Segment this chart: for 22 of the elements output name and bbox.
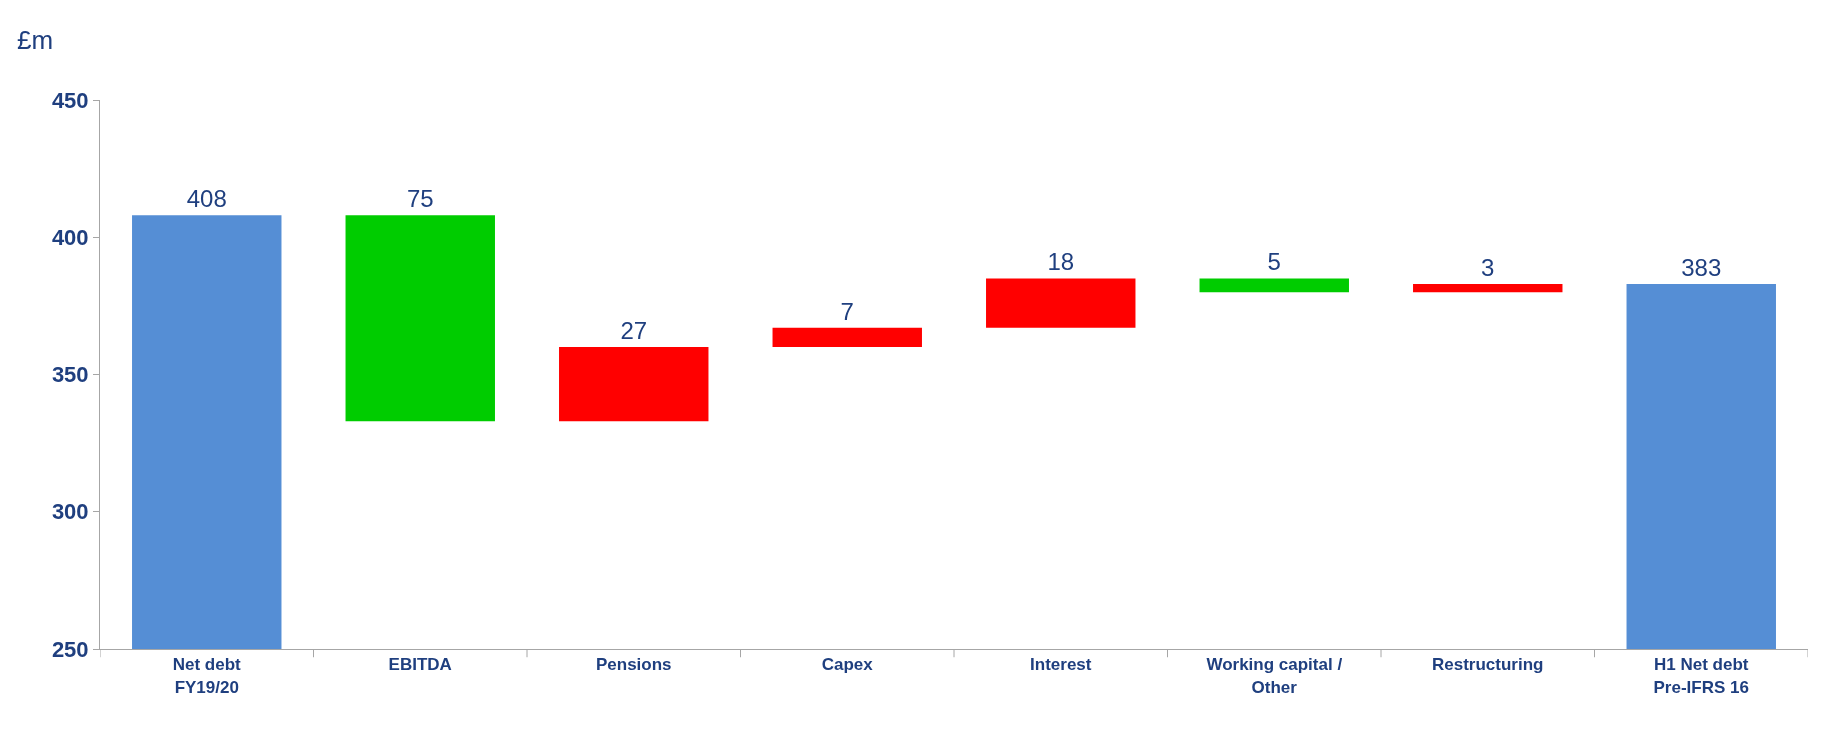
data-label: 18 [1047, 248, 1075, 276]
data-label: 383 [1681, 253, 1722, 281]
y-tick-label: 300 [51, 499, 89, 525]
y-tick-label: 400 [51, 224, 89, 250]
data-label: 5 [1267, 248, 1281, 276]
x-tick-label: Restructuring [1432, 655, 1544, 675]
x-tick-label: Interest [1030, 655, 1092, 675]
y-tick-label: 350 [51, 362, 89, 388]
x-tick-label: Capex [821, 655, 874, 675]
data-label: 27 [620, 317, 648, 345]
data-label: 3 [1481, 253, 1495, 281]
x-tick-label: Pensions [595, 655, 672, 675]
y-axis-title: £m [17, 25, 54, 55]
data-label: 408 [186, 185, 227, 213]
data-label: 75 [406, 185, 434, 213]
y-tick-label: 250 [51, 636, 89, 662]
x-tick-label: EBITDA [388, 655, 452, 675]
x-tick-label: Net debt FY19/20 [172, 655, 242, 697]
y-tick-label: 450 [51, 87, 89, 113]
x-tick-label: Working capital / Other [1206, 655, 1343, 697]
data-label: 7 [840, 297, 854, 325]
x-tick-label: H1 Net debt Pre-IFRS 16 [1653, 655, 1749, 697]
